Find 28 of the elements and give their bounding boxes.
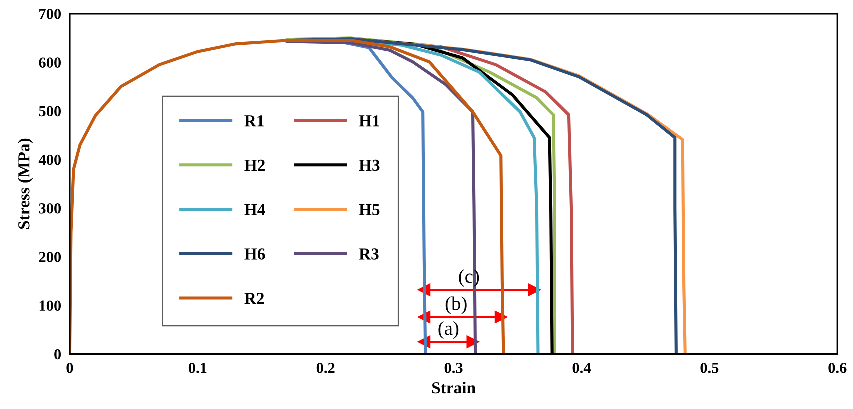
x-axis-title: Strain [432,382,476,394]
y-tick-label: 700 [40,9,62,20]
y-tick-label: 600 [39,58,62,68]
y-tick-label: 500 [39,106,62,117]
y-tick-label: 400 [38,154,62,166]
y-tick-label: 200 [39,252,62,262]
legend-label: H2 [244,160,265,171]
legend-label: R1 [244,116,264,127]
x-tick-label: 0.6 [828,362,847,374]
y-axis-title: Stress (MPa) [18,138,34,230]
x-tick-label: 0.2 [316,362,335,374]
legend-label: R3 [359,248,379,260]
legend-label: H6 [244,248,266,260]
legend-label: H3 [359,160,380,172]
legend-label: H1 [359,116,380,127]
x-tick-label: 0.5 [700,362,719,374]
x-tick-label: 0.1 [188,362,207,374]
y-tick-label: 300 [39,203,62,214]
legend-label: H4 [244,204,266,216]
annotation: (a) [438,321,459,340]
legend-label: H5 [359,204,380,216]
x-tick-label: 0 [66,362,74,374]
y-tick-label: 100 [40,300,62,312]
annotation: (b) [446,296,467,314]
x-tick-label: 0.4 [572,362,592,374]
y-tick-label: 0 [54,349,62,360]
legend-label: R2 [244,293,264,304]
x-tick-label: 0.3 [444,362,463,374]
